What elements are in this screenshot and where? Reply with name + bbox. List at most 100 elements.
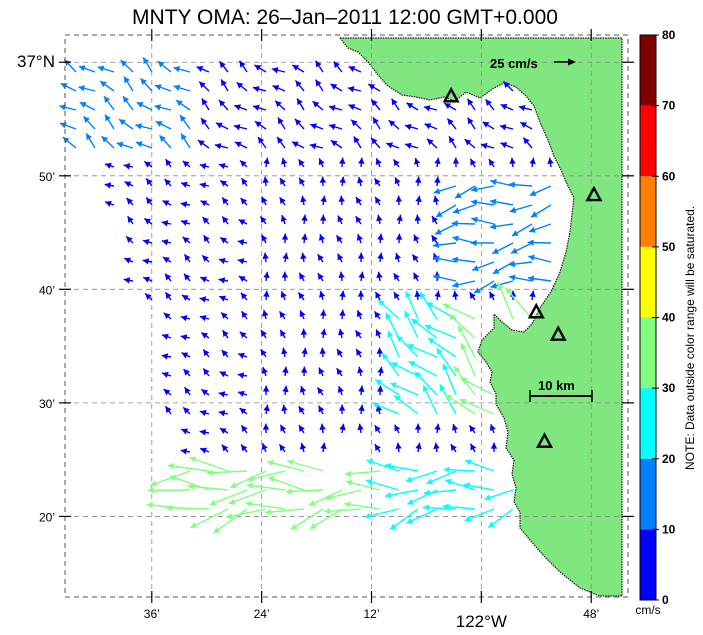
vector-head xyxy=(375,196,382,204)
vector-head xyxy=(310,123,318,130)
current-vector xyxy=(261,443,268,453)
vector-head xyxy=(390,382,398,389)
current-vector xyxy=(179,114,191,130)
vector-head xyxy=(262,309,269,317)
vector-head xyxy=(190,522,198,528)
vector-head xyxy=(320,309,327,316)
vector-shaft xyxy=(226,508,267,519)
vector-head xyxy=(450,444,457,451)
vector-head xyxy=(500,142,508,149)
current-vector xyxy=(469,443,477,453)
current-vector xyxy=(459,398,495,415)
current-vector xyxy=(470,239,495,247)
current-vector xyxy=(436,347,457,377)
current-vector xyxy=(240,424,248,434)
current-vector xyxy=(261,366,268,377)
vector-head xyxy=(218,277,226,284)
vector-head xyxy=(279,178,286,185)
current-vector xyxy=(142,238,153,246)
current-vector xyxy=(145,178,153,187)
vector-head xyxy=(408,361,416,367)
vector-head xyxy=(199,314,207,322)
current-vector xyxy=(252,85,267,93)
lat-label: 20’ xyxy=(39,510,55,524)
vector-head xyxy=(528,226,536,233)
vector-head xyxy=(285,488,292,495)
current-vector xyxy=(326,489,362,501)
vector-head xyxy=(298,425,305,432)
vector-head xyxy=(464,139,472,146)
vector-head xyxy=(364,512,372,519)
current-vector xyxy=(424,324,457,339)
current-vector xyxy=(413,272,420,282)
current-vector xyxy=(296,98,305,111)
vector-head xyxy=(146,197,153,205)
vector-head xyxy=(433,195,440,203)
vector-head xyxy=(338,404,346,411)
current-vector xyxy=(298,177,306,187)
current-vector xyxy=(434,157,441,168)
vector-shaft xyxy=(209,489,248,506)
vector-shaft xyxy=(308,489,343,507)
current-vector xyxy=(414,423,422,434)
vector-head xyxy=(155,121,163,127)
current-vector xyxy=(294,80,305,92)
current-vector xyxy=(239,407,248,415)
vector-head xyxy=(465,459,472,466)
colorbar-segment xyxy=(640,176,656,247)
vector-head xyxy=(326,493,333,501)
current-vector xyxy=(220,311,229,320)
current-vector xyxy=(452,290,459,301)
current-vector xyxy=(358,404,365,415)
vector-shaft xyxy=(505,287,533,320)
current-vector xyxy=(180,219,191,226)
vector-head xyxy=(161,220,169,227)
vector-head xyxy=(529,190,537,197)
vector-head xyxy=(309,522,317,529)
vector-shaft xyxy=(206,470,248,474)
vector-head xyxy=(203,368,210,376)
current-vector xyxy=(388,119,400,130)
current-vector xyxy=(263,404,270,415)
vector-head xyxy=(434,423,441,431)
current-vector xyxy=(155,120,172,130)
vector-head xyxy=(432,216,438,223)
current-vector xyxy=(165,158,172,168)
current-vector xyxy=(374,378,400,396)
vector-head xyxy=(281,157,288,165)
current-vector xyxy=(469,158,477,168)
current-vector xyxy=(164,273,172,282)
vector-head xyxy=(474,287,481,294)
vector-head xyxy=(339,423,346,431)
current-vector xyxy=(267,459,305,472)
current-vector xyxy=(120,59,134,73)
vector-head xyxy=(490,442,498,449)
vector-head xyxy=(470,199,478,206)
vector-head xyxy=(365,479,373,486)
current-vector xyxy=(300,328,308,339)
vector-head xyxy=(154,104,162,111)
vector-head xyxy=(355,330,362,338)
vector-head xyxy=(411,318,419,325)
vector-head xyxy=(434,157,441,165)
current-vector xyxy=(393,272,400,282)
current-vector xyxy=(202,367,210,377)
vector-head xyxy=(214,143,222,150)
current-vector xyxy=(358,385,365,396)
vector-head xyxy=(60,83,68,89)
vector-head xyxy=(146,501,153,509)
vector-head xyxy=(338,328,345,336)
vector-head xyxy=(452,207,460,214)
current-vector xyxy=(404,123,419,131)
vector-head xyxy=(199,163,207,170)
vector-head xyxy=(163,388,171,396)
vector-head xyxy=(357,423,364,431)
vector-head xyxy=(200,447,207,454)
current-vector xyxy=(337,215,344,225)
vector-head xyxy=(452,157,460,164)
current-vector xyxy=(183,273,191,282)
current-vector xyxy=(473,280,495,294)
current-vector xyxy=(124,257,134,264)
current-vector xyxy=(451,423,459,434)
current-vector xyxy=(218,277,229,284)
